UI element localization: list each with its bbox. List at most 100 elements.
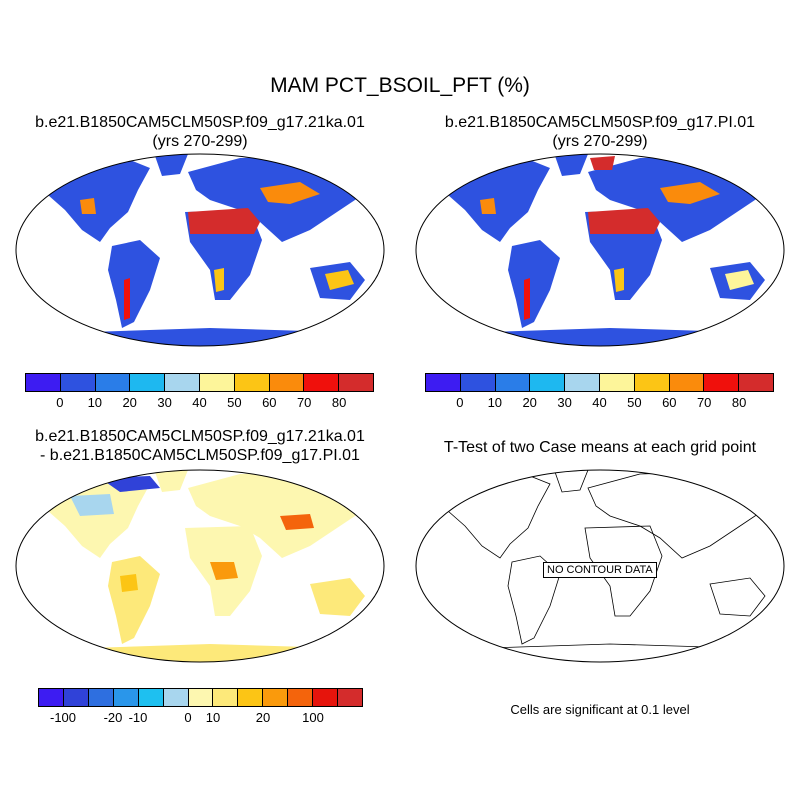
colorbar-tick-label: 40 [192,395,207,410]
desert-north-america [80,198,96,214]
land-antarctica [30,328,380,346]
colorbar-tick-label: 80 [331,395,347,410]
colorbar-swatch [565,374,600,391]
colorbar-tick-label: 20 [522,395,537,410]
colorbar-tick-label: 60 [662,395,677,410]
desert-central-asia [260,182,320,204]
desert-australia [725,270,754,290]
colorbar-21ka [25,373,374,392]
colorbar-tick-label: -100 [49,710,77,725]
land-australia [310,578,365,616]
desert-australia [325,270,354,290]
colorbar-swatch [495,374,531,391]
positive-asia [280,514,314,530]
colorbar-swatch [238,689,264,706]
colorbar-tick-label: 0 [456,395,464,410]
colorbar-swatch [288,689,314,706]
land-south-america [508,240,560,328]
colorbar-swatch [88,689,114,706]
colorbar-swatch [338,689,362,706]
land-greenland [155,154,188,176]
colorbar-swatch [263,689,289,706]
colorbar-swatch [426,374,461,391]
colorbar-swatch [60,374,96,391]
colorbar-swatch [234,374,270,391]
colorbar-swatch [188,689,214,706]
desert-andes [524,278,530,320]
colorbar-swatch [739,374,773,391]
land-greenland [555,154,588,176]
figure-title: MAM PCT_BSOIL_PFT (%) [270,74,530,97]
significance-note: Cells are significant at 0.1 level [510,702,690,717]
positive-africa [210,562,238,580]
panel-2-title-years: (yrs 270-299) [552,133,648,150]
colorbar-tick-label: 30 [157,395,172,410]
colorbar-swatch [704,374,740,391]
panel-1-title-years: (yrs 270-299) [152,133,248,150]
colorbar-tick-label: 10 [205,710,221,725]
colorbar-tick-label: 0 [56,395,64,410]
colorbar-tick-label: 80 [731,395,747,410]
no-contour-data-label: NO CONTOUR DATA [543,562,657,578]
colorbar-tick-label: 50 [627,395,642,410]
colorbar-swatch [39,689,64,706]
colorbar-swatch [599,374,635,391]
colorbar-swatch [269,374,305,391]
colorbar-tick-label: 60 [262,395,277,410]
colorbar-tick-label: 30 [557,395,572,410]
colorbar-difference [38,688,363,707]
colorbar-swatch [63,689,89,706]
colorbar-tick-label: 50 [227,395,242,410]
colorbar-swatch [460,374,496,391]
panel-1-title: b.e21.B1850CAM5CLM50SP.f09_g17.21ka.01 (… [0,113,400,151]
desert-central-asia [660,182,720,204]
colorbar-tick-label: 100 [302,710,324,725]
desert-namib [214,268,224,292]
panel-3-title: b.e21.B1850CAM5CLM50SP.f09_g17.21ka.01 -… [0,427,400,465]
panel-2-title-case: b.e21.B1850CAM5CLM50SP.f09_g17.PI.01 [444,114,756,131]
map-21ka [15,153,385,347]
colorbar-pi [425,373,774,392]
land-antarctica [30,644,380,662]
colorbar-swatch [138,689,164,706]
colorbar-tick-label: 20 [122,395,137,410]
colorbar-tick-label: 40 [592,395,607,410]
colorbar-swatch [199,374,235,391]
desert-andes [124,278,130,320]
scandinavia-patch [590,156,615,170]
map-pi [415,153,785,347]
land-greenland [155,470,188,492]
colorbar-swatch [634,374,670,391]
colorbar-swatch [304,374,340,391]
colorbar-tick-label: 20 [255,710,271,725]
colorbar-swatch [130,374,166,391]
colorbar-swatch [113,689,139,706]
colorbar-swatch [165,374,200,391]
panel-3-title-case-a: b.e21.B1850CAM5CLM50SP.f09_g17.21ka.01 [35,428,365,445]
desert-sahara-arabia [188,208,260,234]
colorbar-swatch [530,374,566,391]
panel-4-title-text: T-Test of two Case means at each grid po… [443,439,757,456]
colorbar-swatch [213,689,239,706]
colorbar-tick-label: 70 [696,395,712,410]
desert-sahara-arabia [588,208,660,234]
land-antarctica [430,328,780,346]
panel-4-title: T-Test of two Case means at each grid po… [400,438,800,457]
colorbar-tick-label: 70 [296,395,312,410]
colorbar-swatch [163,689,189,706]
colorbar-tick-label: 10 [87,395,103,410]
panel-2-title: b.e21.B1850CAM5CLM50SP.f09_g17.PI.01 (yr… [400,113,800,151]
map-difference [15,469,385,663]
colorbar-tick-label: 10 [487,395,503,410]
colorbar-tick-label: -10 [128,710,148,725]
desert-namib [614,268,624,292]
colorbar-tick-label: -20 [103,710,123,725]
outline-australia [709,577,766,617]
colorbar-swatch [313,689,339,706]
colorbar-swatch [26,374,61,391]
desert-north-america [480,198,496,214]
panel-3-title-case-b: - b.e21.B1850CAM5CLM50SP.f09_g17.PI.01 [40,447,360,464]
colorbar-swatch [339,374,373,391]
negative-north-america [70,494,114,516]
colorbar-tick-label: 0 [184,710,192,725]
